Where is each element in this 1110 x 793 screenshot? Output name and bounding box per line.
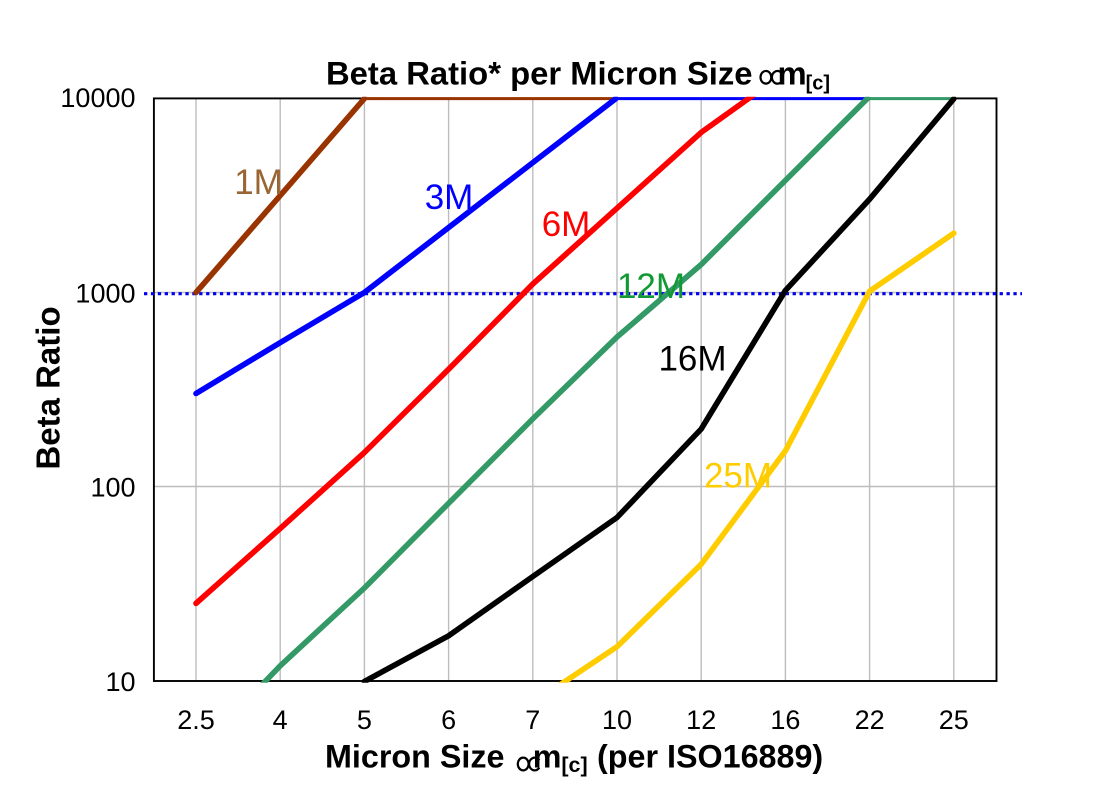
svg-text:12M: 12M [617, 267, 685, 306]
svg-text:16M: 16M [658, 339, 726, 378]
svg-text:25M: 25M [704, 456, 772, 495]
svg-text:100: 100 [90, 472, 135, 502]
svg-text:[c]: [c] [806, 73, 830, 95]
svg-text:1M: 1M [234, 163, 283, 202]
svg-text:6: 6 [441, 705, 456, 735]
svg-text:22: 22 [855, 705, 885, 735]
svg-text:4: 4 [273, 705, 288, 735]
svg-text:1000: 1000 [75, 278, 135, 308]
svg-text:[c]: [c] [561, 753, 587, 777]
svg-text:2.5: 2.5 [177, 705, 215, 735]
svg-text:Beta Ratio: Beta Ratio [29, 306, 66, 469]
svg-text:10000: 10000 [60, 83, 135, 113]
svg-text:10: 10 [105, 667, 135, 697]
svg-text:16: 16 [770, 705, 800, 735]
svg-text:5: 5 [357, 705, 372, 735]
svg-text:12: 12 [686, 705, 716, 735]
svg-text:Micron Size: Micron Size [325, 739, 504, 775]
svg-text:10: 10 [602, 705, 632, 735]
svg-text:7: 7 [525, 705, 540, 735]
svg-text:Beta Ratio* per Micron Size: Beta Ratio* per Micron Size [326, 55, 752, 92]
svg-text:(per ISO16889): (per ISO16889) [597, 739, 823, 775]
svg-text:6M: 6M [542, 205, 591, 244]
svg-text:3M: 3M [425, 178, 474, 217]
svg-text:25: 25 [939, 705, 969, 735]
